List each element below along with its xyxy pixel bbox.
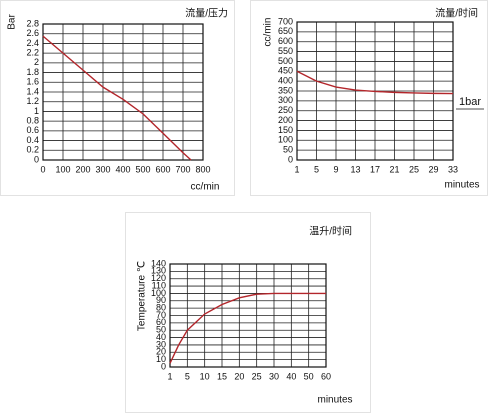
panel (0, 0, 235, 196)
x-tick-label: 15 (217, 371, 227, 381)
x-axis-label: minutes (444, 180, 479, 191)
annotation: 1bar (459, 96, 481, 108)
x-tick-label: 25 (409, 164, 419, 174)
chart-title: 温升/时间 (309, 225, 352, 238)
y-axis-label: Bar (7, 14, 18, 30)
y-tick-label: 2.6 (26, 28, 39, 38)
x-tick-label: 500 (135, 164, 150, 174)
y-tick-label: 10 (156, 354, 166, 364)
y-tick-label: 2.2 (26, 48, 39, 58)
y-tick-label: 2.4 (26, 38, 39, 48)
y-tick-label: 200 (278, 115, 293, 125)
x-axis-label: minutes (317, 395, 352, 406)
plot-frame (169, 263, 327, 368)
y-axis-label: cc/min (263, 18, 274, 47)
panel (125, 212, 371, 413)
y-tick-label: 2 (34, 57, 39, 67)
y-tick-label: 0.2 (26, 145, 39, 155)
x-tick-label: 5 (314, 164, 319, 174)
y-tick-label: 100 (278, 135, 293, 145)
y-tick-label: 70 (156, 310, 166, 320)
x-tick-label: 13 (350, 164, 360, 174)
x-tick-label: 100 (55, 164, 70, 174)
x-tick-label: 1 (167, 371, 172, 381)
y-tick-label: 0 (34, 154, 39, 164)
y-tick-label: 150 (278, 125, 293, 135)
x-tick-label: 33 (448, 164, 458, 174)
y-tick-label: 140 (151, 258, 166, 268)
y-tick-label: 1.6 (26, 77, 39, 87)
x-axis-label: cc/min (191, 182, 220, 193)
x-tick-label: 9 (333, 164, 338, 174)
y-tick-label: 250 (278, 105, 293, 115)
x-tick-label: 30 (269, 371, 279, 381)
y-tick-label: 1.8 (26, 67, 39, 77)
y-tick-label: 120 (151, 273, 166, 283)
y-tick-label: 600 (278, 36, 293, 46)
y-tick-label: 1.2 (26, 96, 39, 106)
y-tick-label: 100 (151, 288, 166, 298)
y-tick-label: 450 (278, 66, 293, 76)
y-tick-label: 0 (161, 361, 166, 371)
data-line (296, 70, 454, 95)
x-tick-label: 300 (95, 164, 110, 174)
chart-title: 流量/时间 (435, 7, 478, 20)
y-tick-label: 550 (278, 46, 293, 56)
y-tick-label: 30 (156, 339, 166, 349)
y-tick-label: 40 (156, 332, 166, 342)
x-tick-label: 60 (321, 371, 331, 381)
y-tick-label: 90 (156, 295, 166, 305)
plot-frame (42, 23, 204, 161)
x-tick-label: 29 (428, 164, 438, 174)
x-tick-label: 40 (286, 371, 296, 381)
y-tick-label: 2.8 (26, 18, 39, 28)
y-tick-label: 0.8 (26, 116, 39, 126)
x-tick-label: 10 (200, 371, 210, 381)
x-tick-label: 25 (252, 371, 262, 381)
plot-frame (296, 21, 454, 161)
y-tick-label: 1.4 (26, 86, 39, 96)
chart-title: 流量/压力 (185, 7, 228, 20)
x-tick-label: 1 (294, 164, 299, 174)
x-tick-label: 5 (185, 371, 190, 381)
y-tick-label: 350 (278, 85, 293, 95)
y-tick-label: 50 (283, 145, 293, 155)
x-tick-label: 50 (304, 371, 314, 381)
y-tick-label: 400 (278, 76, 293, 86)
x-tick-label: 200 (75, 164, 90, 174)
y-tick-label: 650 (278, 26, 293, 36)
x-tick-label: 17 (370, 164, 380, 174)
y-tick-label: 0 (288, 154, 293, 164)
panel (250, 0, 488, 196)
y-tick-label: 500 (278, 56, 293, 66)
y-axis-label: Temperature ℃ (137, 261, 148, 331)
x-tick-label: 20 (234, 371, 244, 381)
x-tick-label: 600 (155, 164, 170, 174)
y-tick-label: 700 (278, 16, 293, 26)
x-tick-label: 700 (175, 164, 190, 174)
x-tick-label: 800 (195, 164, 210, 174)
x-tick-label: 0 (40, 164, 45, 174)
y-tick-label: 130 (151, 266, 166, 276)
y-tick-label: 110 (152, 280, 166, 290)
x-tick-label: 21 (389, 164, 399, 174)
y-tick-label: 300 (278, 95, 293, 105)
y-tick-label: 20 (156, 347, 166, 357)
y-tick-label: 50 (156, 325, 166, 335)
y-tick-label: 0.4 (26, 135, 39, 145)
x-tick-label: 400 (115, 164, 130, 174)
data-line (42, 35, 192, 161)
y-tick-label: 60 (156, 317, 166, 327)
y-tick-label: 0.6 (26, 125, 39, 135)
y-tick-label: 80 (156, 303, 166, 313)
data-line (169, 292, 326, 364)
y-tick-label: 1 (34, 106, 39, 116)
